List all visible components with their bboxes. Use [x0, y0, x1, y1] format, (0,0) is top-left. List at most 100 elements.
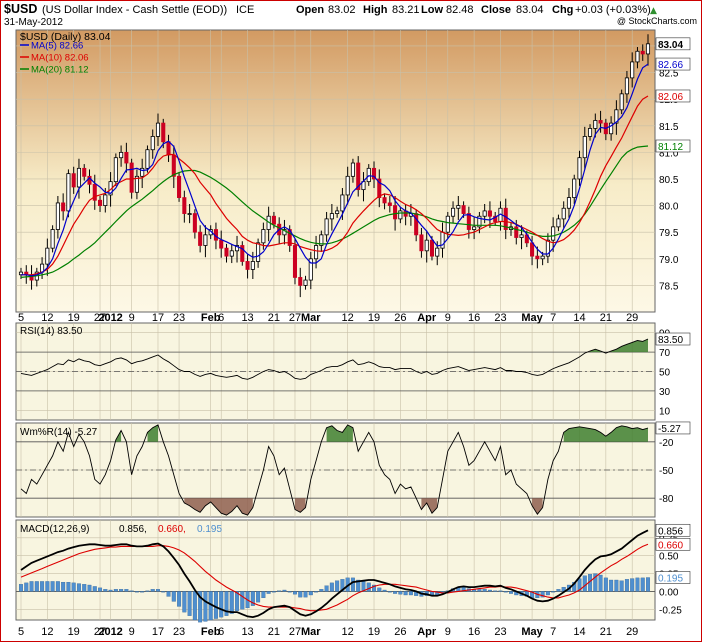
x-tick-label: 9: [445, 626, 451, 638]
macd-histogram-bar: [145, 590, 150, 592]
x-tick-label: 17: [152, 312, 164, 324]
macd-histogram-bar: [155, 589, 160, 592]
candle-up: [451, 207, 456, 217]
x-tick-label: 7: [550, 312, 556, 324]
ma20-last-tag: 81.12: [658, 142, 683, 153]
macd-histogram-bar: [282, 589, 287, 592]
rsi-y-tick-label: 30: [659, 387, 671, 398]
candle-up: [477, 215, 482, 228]
williams-last-tag-box: [655, 421, 691, 435]
macd-histogram-bar: [256, 591, 261, 603]
macd-histogram-bar: [213, 591, 218, 619]
price-series: [18, 34, 651, 298]
signal-last-tag: 0.660: [658, 540, 683, 551]
candle-down: [192, 213, 197, 233]
macd-histogram-bar: [134, 591, 139, 593]
macd-y-tick-label: -0.25: [659, 605, 682, 616]
candle-down: [377, 178, 382, 199]
macd-histogram-bar: [129, 590, 134, 592]
macd-y-tick-label: 0.00: [659, 587, 679, 598]
macd-histogram-bar: [266, 591, 271, 594]
price-y-tick-label: 79.5: [659, 228, 679, 239]
candle-down: [514, 226, 519, 238]
macd-histogram-bar: [98, 587, 103, 592]
macd-histogram-bar: [403, 591, 408, 596]
x-tick-label: 27: [94, 312, 106, 324]
x-tick-label: 6: [218, 312, 224, 324]
candle-up: [113, 157, 118, 183]
watermark: @ StockCharts.com: [617, 16, 697, 26]
williams-oversold-fill: [184, 498, 253, 516]
rsi-y-tick-label: 70: [659, 348, 671, 359]
candle-up: [472, 226, 477, 230]
candle-down: [271, 215, 276, 225]
candle-up: [340, 194, 345, 212]
candle-up: [134, 175, 139, 193]
candle-down: [493, 215, 498, 222]
candle-down: [298, 277, 303, 286]
candle-up: [566, 197, 571, 209]
macd-panel: [15, 519, 656, 621]
ma10-last-tag: 82.06: [658, 92, 683, 103]
x-tick-label: 23: [494, 312, 506, 324]
chart-date: 31-May-2012: [4, 17, 63, 28]
x-tick-label: 5: [18, 312, 24, 324]
x-tick-label: 9: [445, 312, 451, 324]
candle-down: [182, 197, 187, 214]
x-tick-label: 12: [41, 312, 53, 324]
x-tick-label: 12: [342, 312, 354, 324]
price-legend: $USD (Daily) 83.04 MA(5) 82.66 MA(10) 82…: [20, 31, 111, 76]
macd-histogram-bar: [34, 581, 39, 592]
x-tick-label: 21: [268, 312, 280, 324]
macd-histogram-bar: [366, 582, 371, 592]
macd-histogram-bar: [308, 591, 313, 596]
x-tick-label: 16: [468, 626, 480, 638]
price-panel: [15, 29, 656, 313]
macd-histogram-bar: [646, 577, 650, 592]
macd-histogram-bar: [540, 591, 545, 598]
ma20-last-tag-box: [655, 139, 691, 153]
x-tick-label: 19: [368, 312, 380, 324]
x-tick-label: Mar: [301, 626, 321, 638]
exchange-label: ICE: [236, 4, 254, 16]
macd-histogram-bar: [609, 579, 614, 592]
macd-histogram-bar: [29, 581, 34, 592]
signal-last-tag-box: [655, 537, 691, 551]
macd-histogram-bar: [498, 590, 503, 592]
axis-labels: 55121219192727201220129917172323FebFeb66…: [18, 37, 691, 638]
x-tick-label: 14: [573, 626, 585, 638]
candle-up: [234, 245, 240, 252]
macd-histogram-bar: [140, 591, 145, 593]
price-last-tag-box: [655, 37, 691, 51]
candle-down: [124, 151, 129, 164]
macd-histogram-bar: [382, 589, 387, 592]
candle-down: [640, 50, 645, 55]
macd-histogram-bar: [19, 584, 23, 592]
macd-legend-name: MACD(12,26,9): [20, 524, 89, 535]
macd-histogram-bar: [240, 591, 245, 610]
macd-histogram-bar: [177, 591, 182, 607]
x-tick-label: May: [521, 312, 543, 324]
x-tick-label: 19: [368, 626, 380, 638]
candle-up: [630, 61, 635, 79]
macd-histogram-bar: [229, 591, 234, 614]
x-tick-label: 2012: [98, 626, 122, 638]
candle-down: [98, 199, 103, 206]
macd-line: [20, 529, 649, 619]
candle-up: [303, 279, 308, 286]
macd-histogram-bar: [66, 581, 71, 592]
rsi-legend: RSI(14) 83.50: [20, 326, 83, 337]
macd-histogram-bar: [477, 589, 482, 592]
macd-histogram-bar: [329, 582, 334, 592]
rsi-last-tag-box: [655, 332, 691, 346]
williams-y-tick-label: -80: [659, 494, 674, 505]
change-label: Chg: [552, 4, 573, 16]
x-tick-label: 21: [600, 626, 612, 638]
williams-y-tick-label: -50: [659, 466, 674, 477]
ma5-last-tag: 82.66: [658, 60, 683, 71]
x-tick-label: 9: [129, 626, 135, 638]
x-tick-label: 23: [494, 626, 506, 638]
x-tick-label: Apr: [417, 312, 437, 324]
x-tick-label: 27: [289, 626, 301, 638]
candle-down: [61, 202, 66, 212]
